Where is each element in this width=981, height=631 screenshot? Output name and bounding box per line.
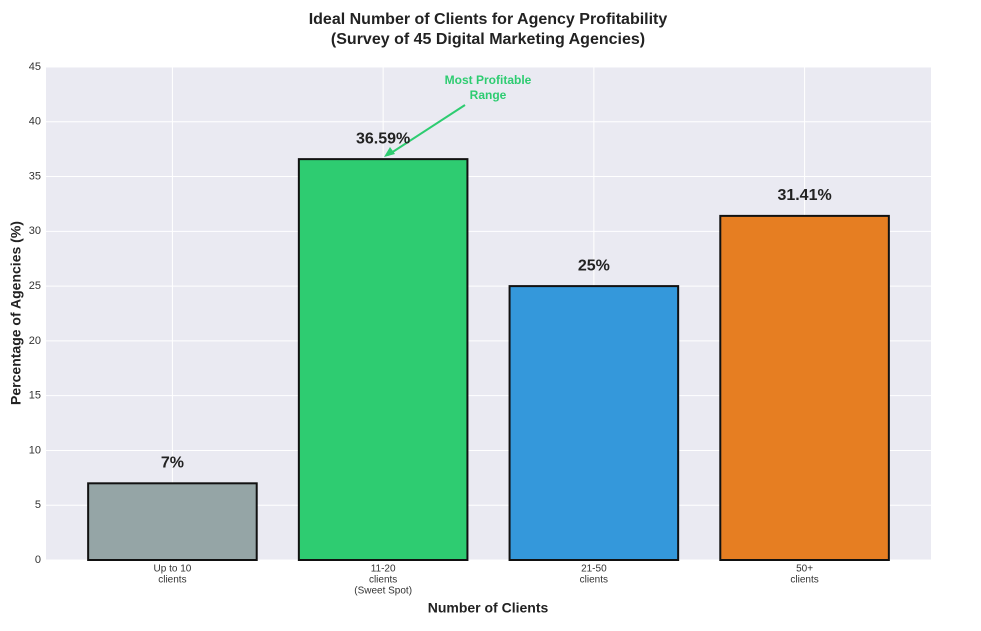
x-tick-label: 11-20 — [371, 564, 396, 575]
y-tick-label: 40 — [29, 116, 41, 128]
annotation-arrowhead — [384, 147, 395, 157]
value-label: 25% — [578, 257, 610, 274]
bar — [87, 482, 258, 561]
y-tick-label: 45 — [29, 61, 41, 73]
x-axis-label: Number of Clients — [428, 600, 549, 616]
annotation-arrow — [387, 104, 466, 156]
y-tick-label: 35 — [29, 170, 41, 182]
value-label: 36.59% — [356, 130, 410, 147]
x-tick-label: clients — [369, 575, 397, 586]
chart-title: Ideal Number of Clients for Agency Profi… — [309, 11, 668, 28]
x-tick-label: 50+ — [796, 564, 813, 575]
x-tick-label: clients — [790, 575, 818, 586]
y-tick-label: 5 — [35, 499, 41, 511]
x-tick-label: (Sweet Spot) — [354, 586, 412, 597]
y-tick-label: 15 — [29, 390, 41, 402]
x-tick-label: 21-50 — [581, 564, 607, 575]
y-tick-label: 20 — [29, 335, 41, 347]
chart-subtitle: (Survey of 45 Digital Marketing Agencies… — [331, 31, 645, 48]
y-tick-label: 10 — [29, 444, 41, 456]
bar — [508, 285, 680, 561]
y-tick-label: 0 — [35, 554, 41, 566]
annotation: Most Profitable — [445, 73, 532, 87]
x-tick-label: clients — [158, 575, 186, 586]
x-tick-label: Up to 10 — [154, 564, 192, 575]
value-label: 7% — [161, 455, 184, 472]
bar — [297, 158, 469, 561]
bar — [719, 214, 890, 562]
x-tick-label: clients — [580, 575, 608, 586]
y-axis-label: Percentage of Agencies (%) — [8, 221, 24, 405]
y-tick-label: 25 — [29, 280, 41, 292]
value-label: 31.41% — [777, 187, 831, 204]
annotation: Range — [470, 88, 507, 102]
y-tick-label: 30 — [29, 225, 41, 237]
